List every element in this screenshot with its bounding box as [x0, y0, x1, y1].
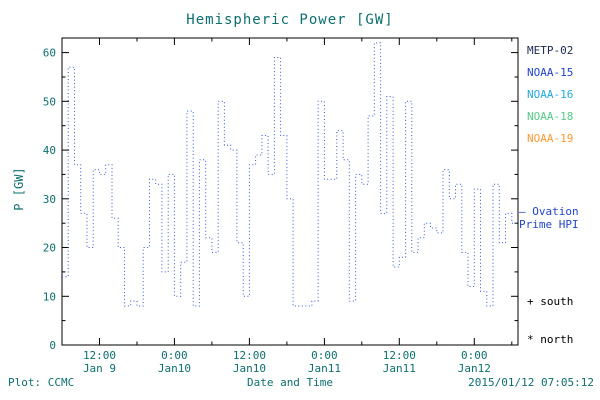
svg-text:Jan10: Jan10 [233, 362, 266, 375]
svg-text:12:00: 12:00 [83, 349, 116, 362]
svg-text:Jan11: Jan11 [308, 362, 341, 375]
legend-item-noaa16: NOAA-16 [527, 88, 574, 101]
legend-south-marker: + south [527, 295, 573, 308]
svg-text:40: 40 [43, 144, 56, 157]
asterisk-icon: * [527, 333, 534, 346]
svg-text:Jan12: Jan12 [458, 362, 491, 375]
ovation-line2: Prime HPI [519, 218, 579, 231]
svg-text:20: 20 [43, 242, 56, 255]
plus-icon: + [527, 295, 534, 308]
x-axis-label: Date and Time [246, 376, 334, 389]
svg-text:60: 60 [43, 47, 56, 60]
svg-text:0:00: 0:00 [461, 349, 488, 362]
svg-text:12:00: 12:00 [233, 349, 266, 362]
svg-text:50: 50 [43, 95, 56, 108]
legend-item-noaa19: NOAA-19 [527, 132, 574, 145]
north-label: north [540, 333, 574, 346]
chart-title: Hemispheric Power [GW] [186, 12, 394, 28]
legend-item-noaa15: NOAA-15 [527, 66, 574, 79]
legend-item-noaa18: NOAA-18 [527, 110, 574, 123]
svg-text:12:00: 12:00 [383, 349, 416, 362]
svg-text:30: 30 [43, 193, 56, 206]
svg-text:0: 0 [49, 339, 56, 352]
svg-text:10: 10 [43, 290, 56, 303]
svg-text:Jan11: Jan11 [383, 362, 416, 375]
south-label: south [540, 295, 574, 308]
svg-text:0:00: 0:00 [311, 349, 338, 362]
plot-credit: Plot: CCMC [8, 376, 75, 389]
ovation-line1: — Ovation [519, 205, 579, 218]
legend-item-metp02: METP-02 [527, 44, 574, 57]
svg-text:0:00: 0:00 [161, 349, 188, 362]
legend-ovation-prime-hpi: — Ovation Prime HPI [519, 205, 579, 231]
svg-text:Jan 9: Jan 9 [83, 362, 116, 375]
svg-text:Jan10: Jan10 [158, 362, 191, 375]
legend-north-marker: * north [527, 333, 573, 346]
plot-timestamp: 2015/01/12 07:05:12 [468, 376, 594, 389]
